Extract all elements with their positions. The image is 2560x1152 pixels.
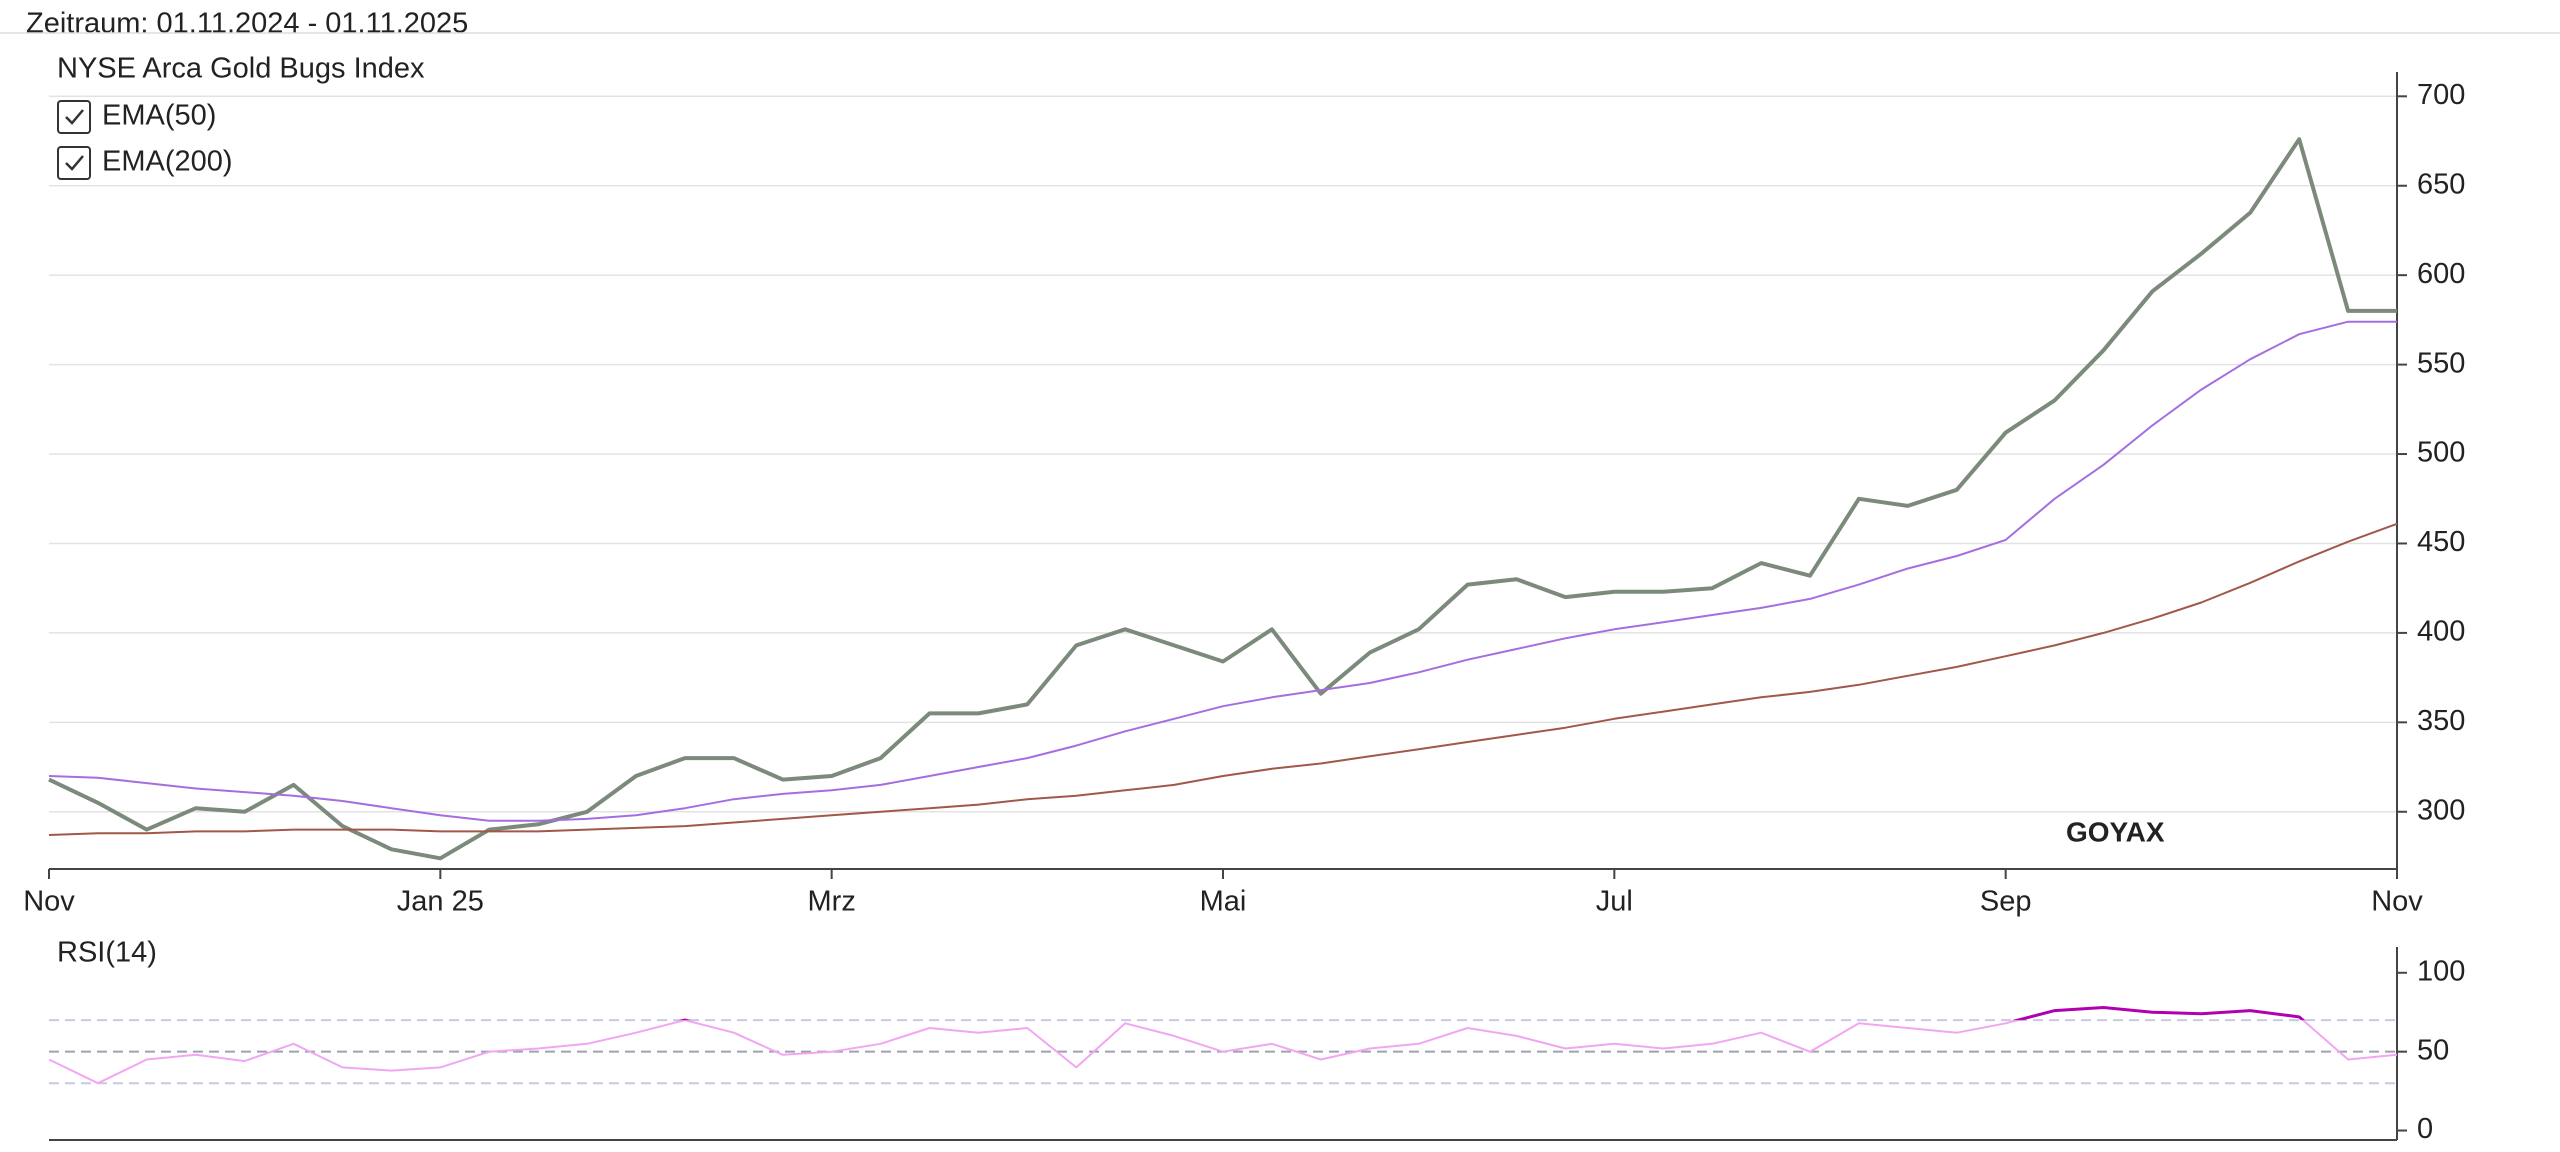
checkbox-check[interactable] (65, 155, 84, 171)
y-tick-label: 100 (2417, 955, 2465, 987)
x-tick-label: Nov (23, 886, 75, 918)
legend-label[interactable]: EMA(50) (102, 100, 216, 132)
y-tick-label: 600 (2417, 258, 2465, 290)
series-line (48, 522, 2398, 836)
series-name: NYSE Arca Gold Bugs Index (57, 53, 425, 85)
legend-label[interactable]: EMA(200) (102, 146, 233, 178)
checkbox-box[interactable] (57, 146, 91, 180)
series-line (48, 320, 2397, 822)
y-tick-label: 400 (2417, 616, 2465, 648)
legend-checkbox[interactable] (57, 146, 91, 180)
y-tick-label: 450 (2417, 526, 2465, 558)
y-tick-label: 300 (2417, 794, 2465, 826)
overbought-line (678, 1005, 2306, 1021)
x-tick-label: Sep (1980, 886, 2032, 918)
checkbox-box[interactable] (57, 100, 91, 134)
x-tick-label: Mai (1200, 886, 1247, 918)
x-tick-label: Mrz (808, 886, 856, 918)
y-tick-label: 550 (2417, 347, 2465, 379)
series-line (48, 137, 2397, 861)
checkbox-check[interactable] (65, 109, 84, 125)
y-tick-label: 650 (2417, 168, 2465, 200)
y-tick-label: 50 (2417, 1034, 2449, 1066)
y-tick-label: 500 (2417, 437, 2465, 469)
period-label: Zeitraum: 01.11.2024 - 01.11.2025 (26, 8, 468, 40)
legend-checkbox[interactable] (57, 100, 91, 134)
watermark: GOYAX (2066, 816, 2165, 847)
panel-label: RSI(14) (57, 937, 157, 969)
x-tick-label: Jan 25 (397, 886, 484, 918)
y-tick-label: 350 (2417, 705, 2465, 737)
series-line (48, 1006, 2398, 1085)
x-tick-label: Jul (1596, 886, 1633, 918)
x-tick-label: Nov (2371, 886, 2423, 918)
y-tick-label: 700 (2417, 79, 2465, 111)
y-tick-label: 0 (2417, 1113, 2433, 1145)
